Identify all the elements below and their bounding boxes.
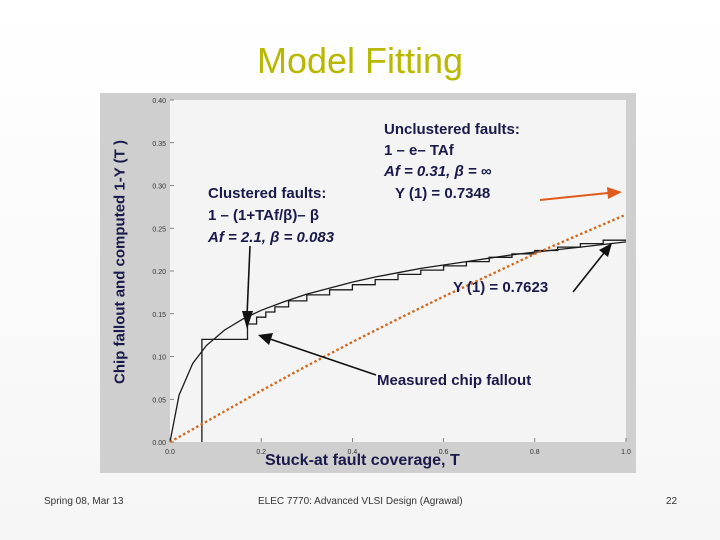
y-tick-label: 0.15 (152, 312, 166, 319)
measured-arrow-line (269, 338, 377, 376)
y-tick-label: 0.00 (152, 440, 166, 447)
x-tick-label: 0.8 (530, 449, 540, 456)
clustered-yield-label: Y (1) = 0.7623 (453, 279, 548, 296)
clustered-arrow-head (242, 311, 253, 329)
plot-area (170, 100, 626, 442)
clustered-title: Clustered faults: (208, 185, 326, 202)
footer-date: Spring 08, Mar 13 (44, 496, 124, 507)
x-axis-label: Stuck-at fault coverage, T (265, 452, 460, 469)
unclustered-params: Af = 0.31, β = ∞ (383, 163, 492, 180)
unclustered-arrow-line (539, 192, 609, 201)
series-clustered-model (169, 241, 627, 443)
x-tick-label: 0.4 (348, 449, 358, 456)
x-tick-label: 1.0 (621, 449, 631, 456)
unclustered-title: Unclustered faults: (384, 121, 520, 138)
page-number: 22 (666, 496, 678, 507)
clustered-yield-arrow-head (599, 243, 612, 257)
clustered-formula: 1 – (1+TAf/β)– β (208, 207, 319, 224)
y-tick-label: 0.20 (152, 269, 166, 276)
clustered-params: Af = 2.1, β = 0.083 (207, 229, 335, 246)
x-tick-label: 0.2 (256, 449, 266, 456)
clustered-yield-arrow-line (572, 252, 605, 293)
series-unclustered-model (169, 213, 627, 444)
y-axis-label: Chip fallout and computed 1-Y (T ) (111, 140, 129, 384)
y-tick-label: 0.35 (152, 141, 166, 148)
x-tick-label: 0.6 (439, 449, 449, 456)
footer-course: ELEC 7770: Advanced VLSI Design (Agrawal… (258, 496, 463, 507)
y-tick-label: 0.30 (152, 184, 166, 191)
unclustered-arrow-head (607, 187, 622, 199)
series-measured-fallout (201, 239, 626, 442)
measured-label: Measured chip fallout (377, 372, 531, 389)
unclustered-yield: Y (1) = 0.7348 (395, 185, 490, 202)
y-tick-label: 0.40 (152, 98, 166, 105)
slide-title: Model Fitting (256, 40, 464, 81)
y-tick-label: 0.10 (152, 355, 166, 362)
y-tick-label: 0.25 (152, 226, 166, 233)
x-tick-label: 0.0 (165, 449, 175, 456)
y-tick-label: 0.05 (152, 397, 166, 404)
measured-arrow-head (258, 333, 273, 345)
unclustered-formula: 1 – e– TAf (384, 142, 455, 159)
series-layer (169, 213, 627, 444)
clustered-arrow-line (246, 245, 251, 317)
